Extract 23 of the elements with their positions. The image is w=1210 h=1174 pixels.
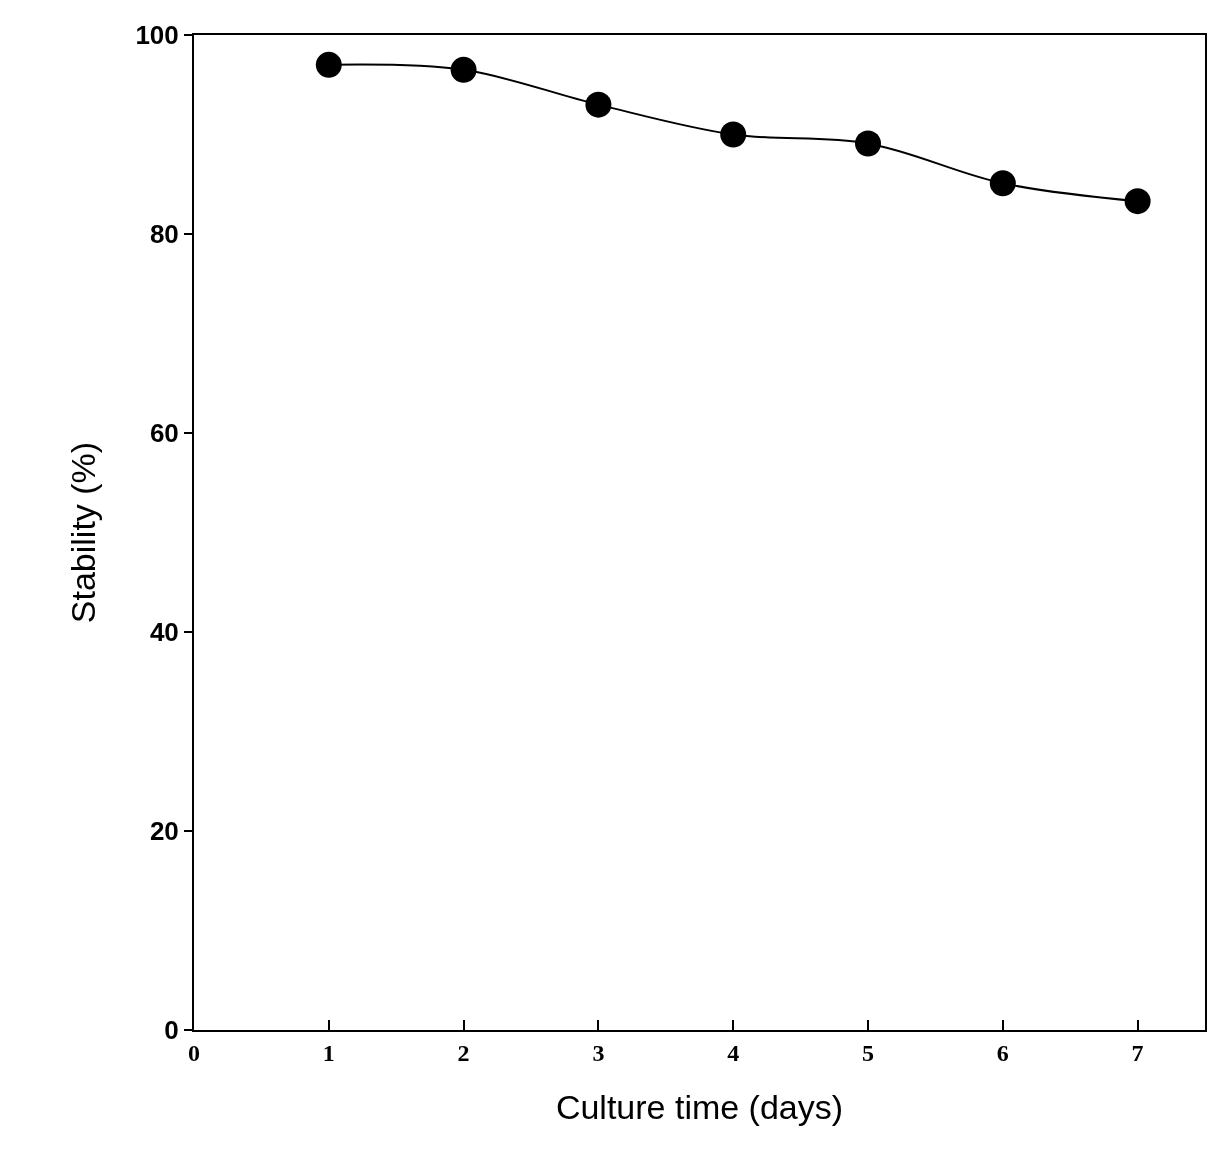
- y-tick-label: 100: [135, 20, 179, 51]
- point: [720, 121, 747, 148]
- y-tick-label: 0: [164, 1015, 179, 1046]
- y-axis-title: Stability (%): [63, 441, 102, 624]
- y-tick-label: 20: [149, 816, 179, 847]
- point: [585, 91, 612, 118]
- x-tick-label: 5: [862, 1039, 874, 1066]
- x-tick-label: 7: [1131, 1039, 1144, 1066]
- x-tick-label: 0: [188, 1039, 200, 1066]
- x-tick-label: 6: [996, 1039, 1009, 1066]
- x-tick-label: 2: [457, 1039, 470, 1066]
- y-tick-label: 60: [149, 418, 179, 449]
- point: [855, 130, 881, 157]
- point: [1124, 188, 1151, 215]
- y-tick-label: 80: [149, 219, 179, 250]
- x-axis-title: Culture time (days): [555, 1087, 844, 1126]
- point: [450, 56, 477, 83]
- point: [315, 51, 342, 78]
- point: [989, 170, 1016, 197]
- x-tick-label: 1: [322, 1039, 335, 1066]
- x-tick-label: 4: [727, 1039, 740, 1066]
- x-tick-label: 3: [592, 1039, 605, 1066]
- y-tick-label: 40: [149, 617, 179, 648]
